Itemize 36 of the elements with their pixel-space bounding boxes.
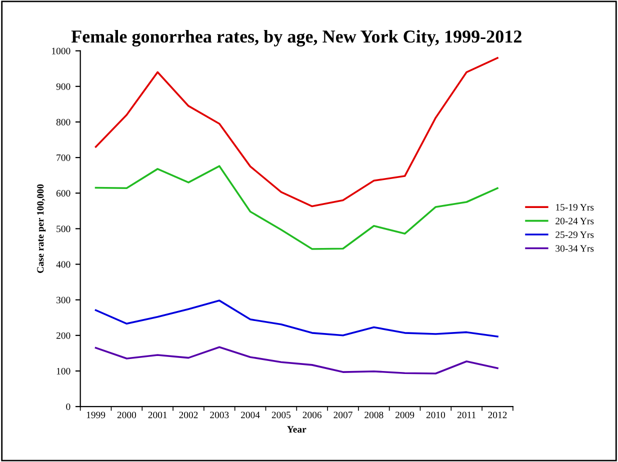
line-series <box>94 57 498 208</box>
y-tick-label: 100 <box>56 368 70 374</box>
x-tick-label: 2009 <box>395 412 414 418</box>
x-tick-label: 2000 <box>117 412 136 418</box>
y-tick-label: 900 <box>56 83 70 90</box>
line-series <box>94 165 498 250</box>
legend-label: 25-29 Yrs <box>556 231 594 238</box>
x-tick-label: 2004 <box>240 412 260 418</box>
x-tick-label: 2006 <box>302 412 322 418</box>
x-tick-label: 2001 <box>148 412 167 418</box>
x-tick-label: 2010 <box>426 412 446 418</box>
y-tick-label: 200 <box>56 332 70 339</box>
x-tick-label: 2012 <box>488 412 507 418</box>
y-tick-label: 600 <box>56 190 70 197</box>
legend-label: 15-19 Yrs <box>556 204 594 211</box>
y-axis-title: Case rate per 100,000 <box>37 184 46 273</box>
legend-label: 30-34 Yrs <box>556 245 594 252</box>
y-tick-label: 400 <box>56 261 70 268</box>
y-tick-label: 0 <box>66 403 70 410</box>
y-tick-label: 500 <box>56 226 70 232</box>
line-series <box>94 300 498 338</box>
x-axis-title: Year <box>287 426 306 433</box>
x-tick-label: 2007 <box>334 412 352 418</box>
x-tick-label: 2002 <box>179 412 198 418</box>
x-tick-label: 2011 <box>457 412 476 418</box>
x-tick-label: 2005 <box>272 412 291 418</box>
chart-title: Female gonorrhea rates, by age, New York City, 1999-2012 <box>71 30 522 46</box>
y-tick-label: 300 <box>56 296 70 304</box>
line-series <box>94 346 498 374</box>
x-tick-label: 2003 <box>210 412 229 418</box>
x-tick-label: 1999 <box>86 412 106 418</box>
legend-label: 20-24 Yrs <box>556 218 594 224</box>
y-tick-label: 700 <box>56 154 70 162</box>
x-tick-label: 2008 <box>364 412 384 418</box>
y-tick-label: 1000 <box>52 48 70 54</box>
y-tick-label: 800 <box>56 118 70 126</box>
